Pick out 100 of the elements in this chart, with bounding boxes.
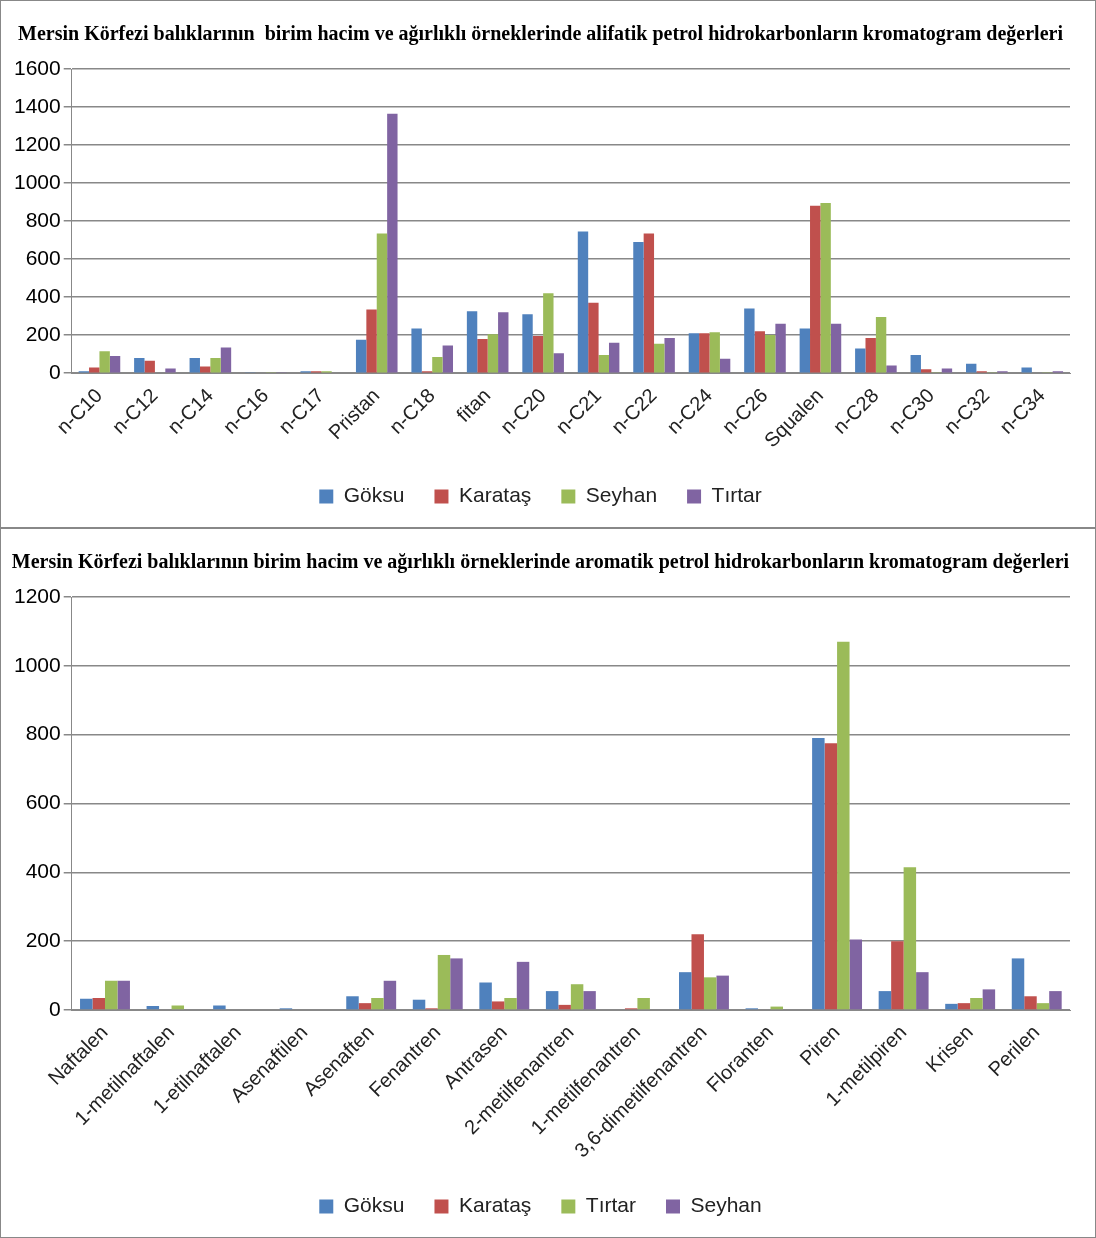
bar bbox=[346, 996, 359, 1010]
y-tick-label: 800 bbox=[25, 721, 61, 745]
chart-title: Mersin Körfezi balıklarının birim hacim ve ağırlıklı örneklerinde alifatik petrol hidrokarbonların kromatogram değerleri bbox=[18, 22, 1064, 46]
bar bbox=[220, 347, 232, 373]
bar bbox=[466, 311, 478, 373]
y-tick-label: 200 bbox=[25, 927, 61, 951]
bar bbox=[1036, 1003, 1050, 1010]
bar bbox=[498, 312, 509, 373]
bar bbox=[688, 333, 700, 373]
x-tick-label: fitan bbox=[452, 383, 495, 427]
bar bbox=[957, 1003, 971, 1010]
bar bbox=[479, 982, 492, 1010]
bar bbox=[432, 356, 443, 373]
bar bbox=[532, 336, 544, 373]
y-tick-label: 1200 bbox=[14, 583, 61, 607]
bar bbox=[849, 939, 863, 1010]
bar bbox=[387, 113, 398, 373]
y-tick-label: 600 bbox=[25, 245, 61, 269]
bar bbox=[570, 984, 584, 1010]
y-tick-label: 1000 bbox=[14, 169, 61, 193]
bar bbox=[830, 323, 842, 373]
y-tick-label: 800 bbox=[25, 207, 61, 231]
bar bbox=[516, 961, 530, 1010]
y-tick-label: 1200 bbox=[14, 131, 61, 155]
bar bbox=[144, 360, 155, 373]
bar bbox=[210, 357, 221, 373]
bar bbox=[1011, 958, 1025, 1010]
legend-label: Göksu bbox=[343, 1193, 405, 1217]
bar bbox=[810, 205, 821, 373]
bar bbox=[371, 997, 384, 1010]
bar bbox=[799, 328, 811, 373]
bar bbox=[92, 997, 105, 1010]
y-tick-label: 1600 bbox=[14, 55, 61, 79]
bar bbox=[383, 980, 397, 1010]
bar bbox=[886, 365, 897, 373]
legend-label: Tırtar bbox=[711, 483, 762, 507]
bar bbox=[664, 337, 675, 373]
bar bbox=[355, 339, 367, 373]
legend-label: Seyhan bbox=[690, 1193, 762, 1217]
bar bbox=[109, 356, 121, 373]
bar bbox=[754, 331, 765, 373]
bar bbox=[1024, 996, 1037, 1010]
bar bbox=[437, 954, 451, 1010]
bar bbox=[104, 980, 118, 1010]
bar bbox=[982, 989, 996, 1010]
bar bbox=[709, 332, 720, 373]
bar bbox=[920, 369, 932, 373]
bar bbox=[117, 980, 130, 1010]
bar bbox=[608, 342, 620, 373]
bar bbox=[654, 343, 665, 373]
bar bbox=[699, 333, 710, 373]
bar bbox=[891, 941, 904, 1010]
bar bbox=[945, 1003, 958, 1010]
bar bbox=[703, 977, 717, 1010]
bar bbox=[643, 233, 655, 373]
bar bbox=[366, 309, 377, 373]
bar bbox=[487, 334, 499, 373]
y-tick-label: 400 bbox=[25, 859, 61, 883]
legend-label: Tırtar bbox=[585, 1193, 637, 1217]
legend-label: Seyhan bbox=[585, 483, 658, 507]
bar bbox=[1049, 991, 1062, 1010]
bar bbox=[865, 337, 876, 373]
bar bbox=[189, 357, 200, 373]
bar bbox=[691, 934, 704, 1010]
bar bbox=[970, 997, 983, 1010]
y-tick-label: 0 bbox=[49, 996, 61, 1020]
bar bbox=[941, 368, 953, 373]
legend-label: Karataş bbox=[458, 1193, 532, 1217]
bar bbox=[134, 357, 145, 373]
bar bbox=[719, 358, 731, 373]
bar bbox=[633, 241, 644, 373]
bar bbox=[855, 348, 866, 373]
y-tick-label: 600 bbox=[25, 790, 61, 814]
bar bbox=[583, 991, 596, 1010]
bar bbox=[910, 355, 921, 373]
bar bbox=[820, 203, 831, 373]
bar bbox=[477, 338, 488, 373]
bar bbox=[916, 972, 929, 1010]
bar bbox=[875, 317, 887, 373]
bar bbox=[577, 231, 589, 373]
bar bbox=[543, 293, 554, 373]
y-tick-label: 200 bbox=[25, 321, 61, 345]
bar bbox=[558, 1004, 571, 1010]
bar bbox=[764, 335, 776, 373]
bar bbox=[775, 323, 786, 373]
bar bbox=[598, 355, 609, 373]
bar bbox=[1021, 367, 1032, 373]
legend-label: Karataş bbox=[458, 483, 532, 507]
bar bbox=[522, 314, 533, 373]
y-tick-label: 1400 bbox=[14, 93, 61, 117]
bar bbox=[199, 366, 211, 373]
bar bbox=[411, 328, 422, 373]
bar bbox=[588, 302, 599, 373]
bar bbox=[903, 867, 917, 1010]
y-tick-label: 1000 bbox=[14, 652, 61, 676]
bar bbox=[744, 308, 755, 373]
bar bbox=[491, 1001, 505, 1010]
bar bbox=[553, 353, 564, 373]
bar bbox=[358, 1003, 372, 1010]
chart-title: Mersin Körfezi balıklarının birim hacim ve ağırlıklı örneklerinde aromatik petrol hidrokarbonların kromatogram değerleri bbox=[11, 550, 1070, 574]
